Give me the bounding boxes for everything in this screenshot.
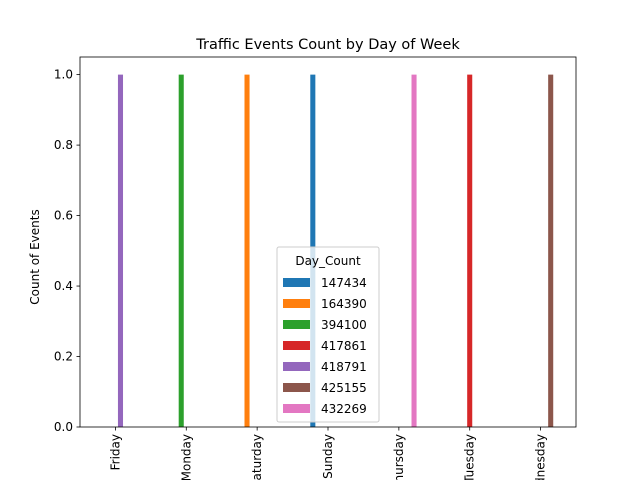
legend-label-432269: 432269	[321, 402, 367, 416]
legend-label-425155: 425155	[321, 381, 367, 395]
x-tick-label: Monday	[179, 434, 193, 480]
legend-swatch-432269	[283, 404, 310, 413]
bar-164390-saturday	[244, 74, 250, 427]
legend-label-394100: 394100	[321, 318, 367, 332]
x-tick-label: Friday	[108, 434, 122, 470]
x-tick-label: Tuesday	[463, 434, 477, 480]
bar-418791-friday	[117, 74, 124, 427]
y-axis-label: Count of Events	[28, 209, 42, 304]
legend-swatch-425155	[283, 383, 310, 392]
y-tick-label: 0.2	[54, 350, 73, 364]
x-tick-label: Sunday	[321, 434, 335, 479]
legend-label-147434: 147434	[321, 276, 367, 290]
bar-425155-wednesday	[548, 74, 554, 427]
y-tick-label: 0.0	[54, 420, 73, 434]
legend-label-164390: 164390	[321, 297, 367, 311]
axes-group: 0.0 0.2 0.4 0.6 0.8 1.0 Friday Monday Saturday Su…	[54, 56, 577, 480]
legend-label-418791: 418791	[321, 360, 367, 374]
y-tick-label: 1.0	[54, 68, 73, 82]
legend-label-417861: 417861	[321, 339, 367, 353]
legend: Day_Count 147434 164390 394100 417861 418791 4…	[276, 246, 380, 423]
chart-title: Traffic Events Count by Day of Week	[195, 37, 460, 53]
y-tick-label: 0.4	[54, 279, 73, 293]
legend-swatch-147434	[283, 278, 310, 287]
legend-swatch-164390	[283, 299, 310, 308]
bar-417861-tuesday	[467, 74, 473, 427]
x-tick-label: Thursday	[392, 434, 406, 480]
legend-swatch-417861	[283, 341, 310, 350]
y-tick-label: 0.8	[54, 138, 73, 152]
x-tick-label: Saturday	[250, 434, 264, 480]
legend-box	[276, 246, 380, 423]
x-tick-label: Wednesday	[534, 434, 548, 480]
bar-432269-thursday	[411, 74, 417, 427]
y-tick-label: 0.6	[54, 209, 73, 223]
legend-title: Day_Count	[295, 254, 361, 268]
legend-swatch-394100	[283, 320, 310, 329]
bar-394100-monday	[178, 74, 184, 427]
legend-swatch-418791	[283, 362, 310, 371]
